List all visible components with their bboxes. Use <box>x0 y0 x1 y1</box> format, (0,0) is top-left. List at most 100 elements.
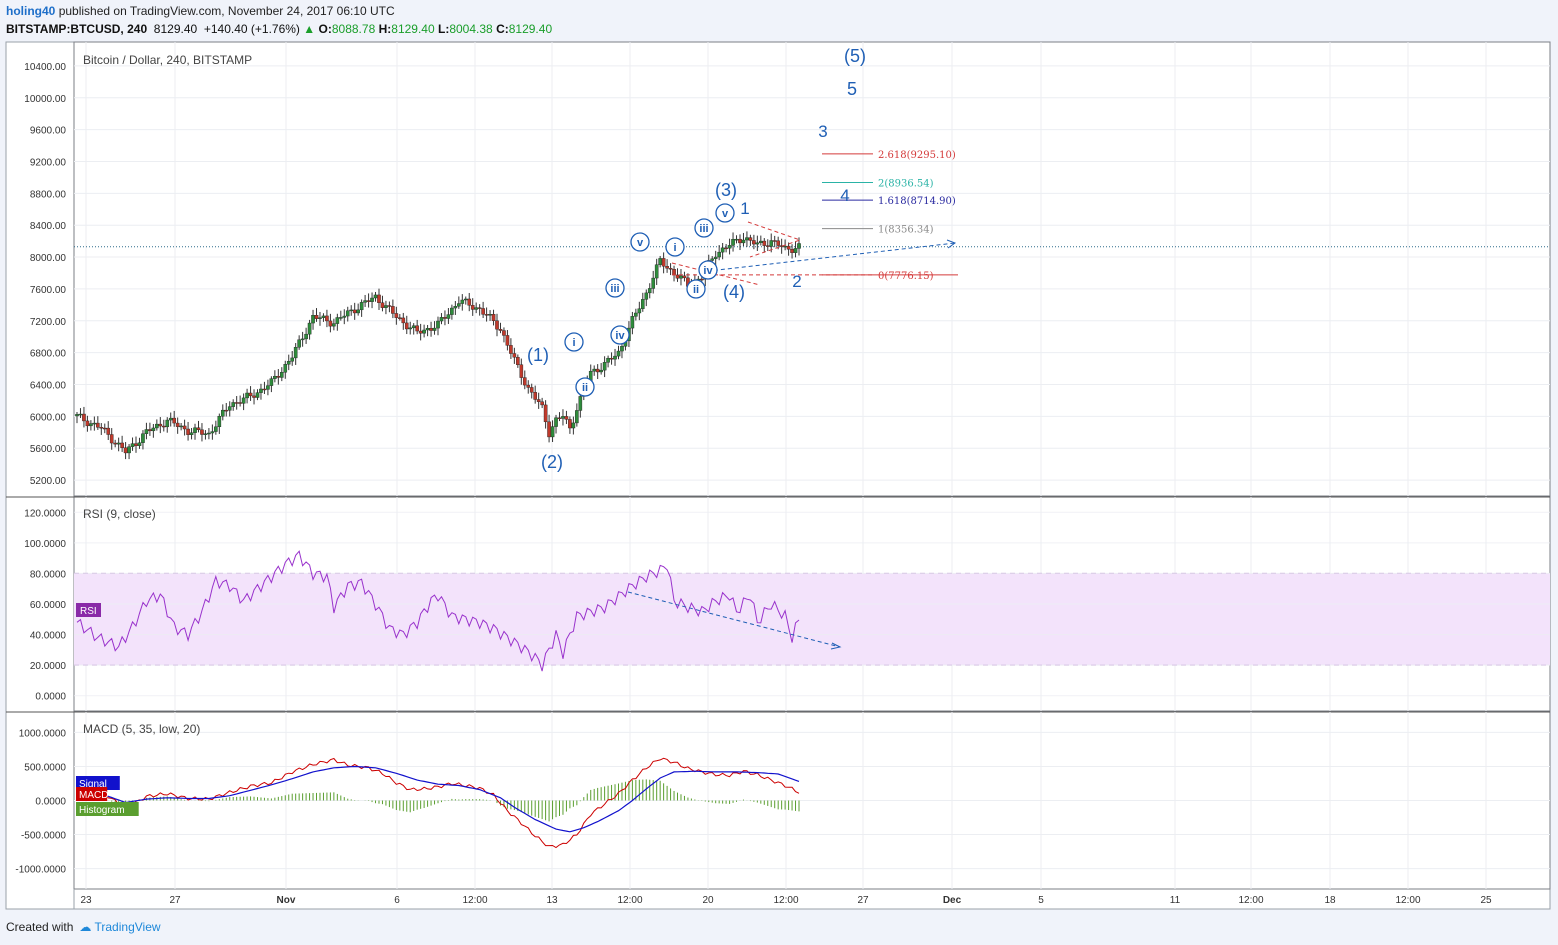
candle-body <box>127 446 131 454</box>
x-tick-label: 18 <box>1324 895 1336 906</box>
arrow-head-icon <box>830 642 842 650</box>
candle-body <box>786 245 791 250</box>
y-tick-label: 6800.00 <box>30 349 67 360</box>
candle-body <box>102 427 107 430</box>
candle-body <box>457 303 461 307</box>
candle-body <box>394 313 399 318</box>
candle-body <box>460 299 465 304</box>
candle-body <box>529 387 534 393</box>
rsi-band <box>74 573 1550 666</box>
wave-label: iii <box>610 283 619 295</box>
candle-body <box>720 247 725 253</box>
candle-body <box>630 316 635 329</box>
candle-body <box>252 395 256 398</box>
candle-body <box>85 420 90 427</box>
candle-body <box>210 431 215 434</box>
rsi-legend-badge <box>76 603 101 617</box>
macd-legend-text: Histogram <box>79 805 125 816</box>
author-link[interactable]: holing40 <box>6 4 56 18</box>
wave-label: (2) <box>541 452 563 472</box>
candle-body <box>168 417 173 421</box>
wave-circle <box>564 332 584 352</box>
wave-circle <box>694 218 714 238</box>
candle-body <box>123 447 128 454</box>
candle-body <box>765 245 770 247</box>
fib-level-label: 1.618(8714.90) <box>878 196 956 207</box>
candle-body <box>172 417 176 424</box>
candle-body <box>488 314 492 316</box>
candle-body <box>370 297 374 302</box>
candle-body <box>613 355 617 360</box>
y-tick-label: 8400.00 <box>30 221 67 232</box>
candle-body <box>359 302 364 311</box>
wave-label: ii <box>693 284 699 296</box>
y-tick-label: 60.0000 <box>30 600 67 611</box>
candle-body <box>279 372 284 378</box>
candle-body <box>793 248 798 253</box>
candle-body <box>446 314 451 319</box>
candle-body <box>634 312 638 317</box>
candle-body <box>293 347 298 359</box>
candle-body <box>262 388 267 391</box>
candle-body <box>318 317 322 319</box>
candle-body <box>745 237 749 241</box>
candle-body <box>214 426 218 432</box>
candle-body <box>241 397 246 404</box>
tradingview-brand[interactable]: TradingView <box>94 920 161 934</box>
tradingview-logo-icon[interactable]: ☁ <box>79 920 92 934</box>
open-label: O: <box>318 22 332 36</box>
x-tick-label: 5 <box>1038 895 1044 906</box>
candle-body <box>398 317 402 319</box>
candle-body <box>543 404 548 423</box>
candle-body <box>141 433 145 443</box>
candle-body <box>220 409 225 417</box>
candle-body <box>387 305 392 307</box>
projection-arrow <box>699 242 956 273</box>
candle-body <box>731 239 735 246</box>
candle-body <box>290 357 295 362</box>
candle-body <box>554 417 558 427</box>
y-tick-label: 1000.0000 <box>19 728 67 739</box>
macd-legend-badge <box>76 776 120 790</box>
y-tick-label: 6400.00 <box>30 380 67 391</box>
candle-body <box>453 306 458 309</box>
close-label: C: <box>496 22 509 36</box>
y-tick-label: 20.0000 <box>30 661 67 672</box>
candle-body <box>165 419 170 428</box>
candle-body <box>422 329 426 334</box>
candle-body <box>727 245 732 249</box>
candle-body <box>116 442 121 445</box>
candle-body <box>519 364 524 378</box>
low-value: 8004.38 <box>449 22 493 36</box>
wave-label: 5 <box>847 79 857 99</box>
y-tick-label: 100.0000 <box>24 539 66 550</box>
candle-body <box>783 245 787 248</box>
candle-body <box>738 238 742 244</box>
candle-body <box>776 240 780 246</box>
candle-body <box>92 422 97 425</box>
candle-body <box>82 413 86 422</box>
wave-label: 4 <box>840 186 849 205</box>
candle-body <box>578 396 583 411</box>
fib-level-label: 0(7776.15) <box>878 271 934 282</box>
candle-body <box>536 399 541 402</box>
wave-label: (1) <box>527 345 549 365</box>
y-tick-label: -500.0000 <box>21 831 66 842</box>
candle-body <box>682 275 687 279</box>
candle-body <box>408 327 413 330</box>
candle-body <box>335 317 340 324</box>
candle-body <box>391 306 395 314</box>
candle-body <box>238 402 242 404</box>
candle-body <box>762 240 767 246</box>
candle-body <box>595 368 600 373</box>
candle-body <box>790 249 794 253</box>
candle-body <box>550 426 555 438</box>
candle-body <box>155 423 159 429</box>
candle-body <box>328 320 333 327</box>
candle-body <box>481 308 485 315</box>
y-tick-label: 6000.00 <box>30 412 67 423</box>
candle-body <box>700 278 704 281</box>
footer: Created with ☁ TradingView <box>6 920 161 934</box>
candle-body <box>564 416 569 420</box>
